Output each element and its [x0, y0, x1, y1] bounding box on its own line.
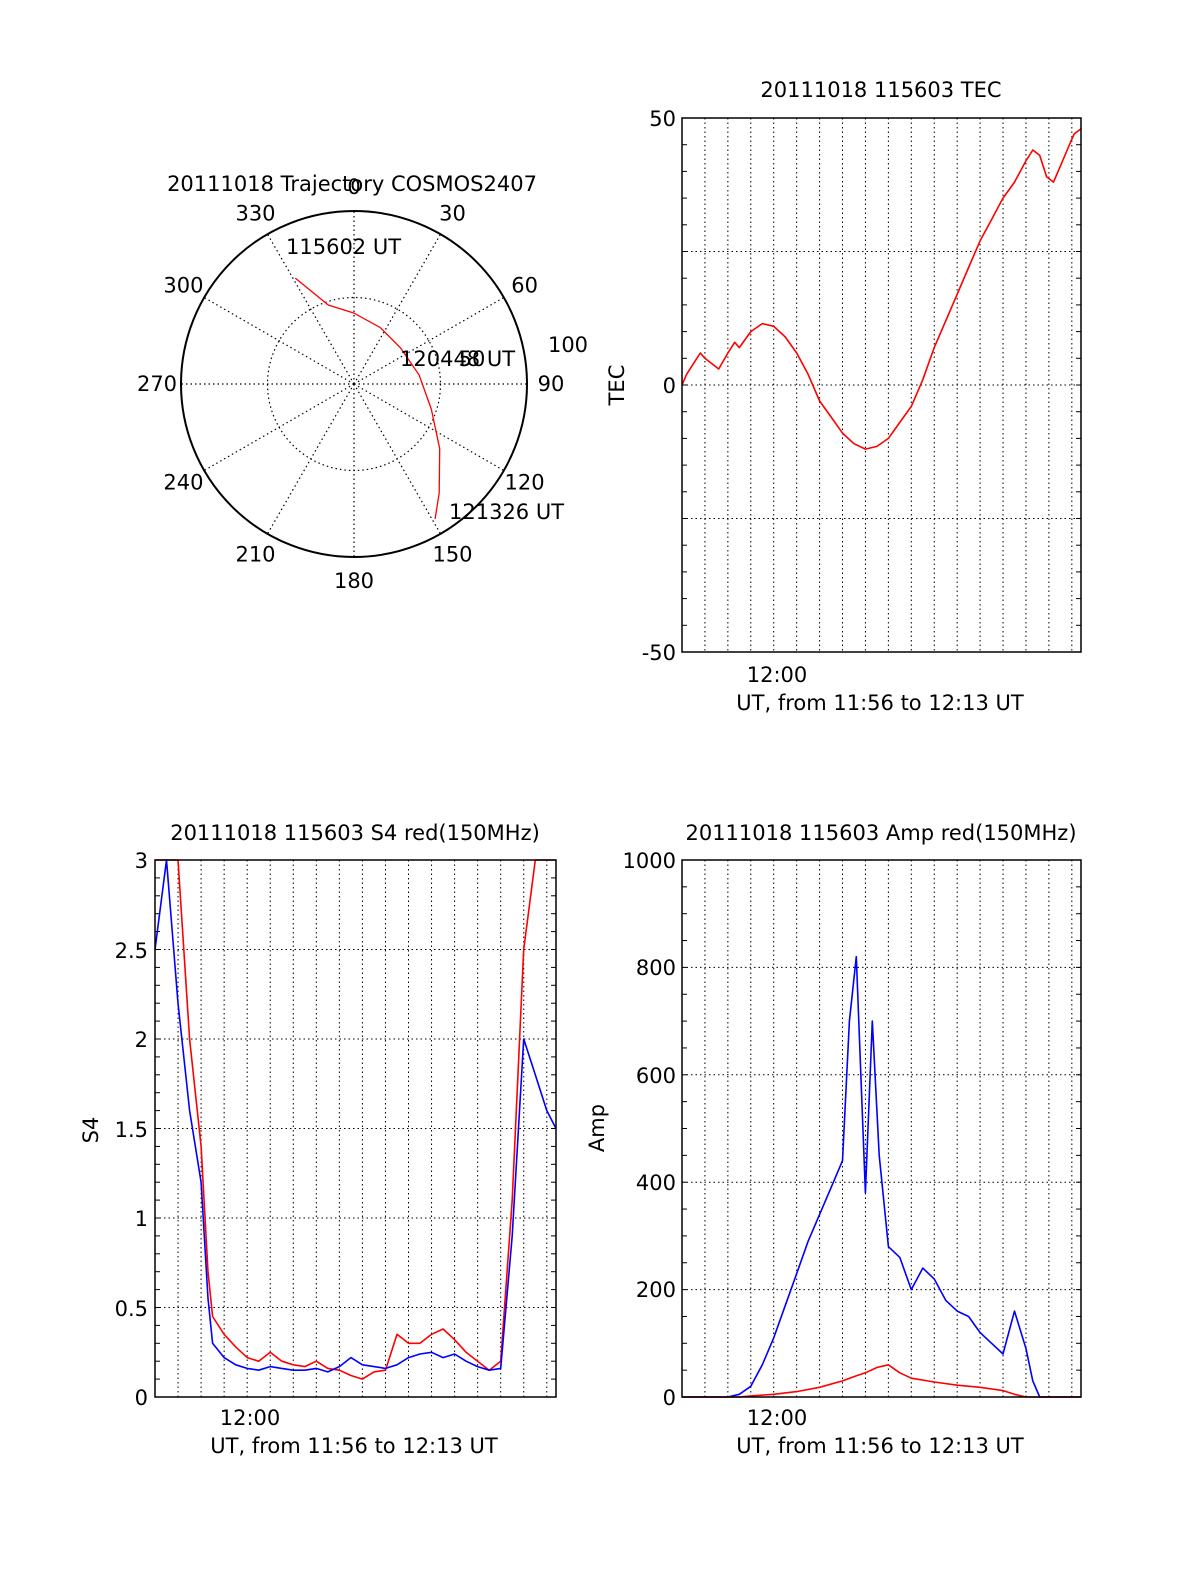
- amp-x-axis-label: UT, from 11:56 to 12:13 UT: [736, 1434, 1024, 1458]
- amp-chart-title: 20111018 115603 Amp red(150MHz): [685, 821, 1076, 845]
- polar-angle-label: 150: [432, 543, 472, 567]
- polar-angle-label: 30: [439, 201, 466, 225]
- s4-y-tick-0: 0: [135, 1386, 148, 1410]
- s4-x-tick-label: 12:00: [220, 1406, 281, 1430]
- tec-y-tick-minus-50: -50: [642, 641, 676, 665]
- s4-series-line: [154, 859, 557, 1373]
- amp-series-line: [682, 955, 1081, 1398]
- amp-y-tick-600: 600: [636, 1064, 676, 1088]
- s4-y-tick-2-5: 2.5: [115, 939, 148, 963]
- amp-y-tick-200: 200: [636, 1278, 676, 1302]
- polar-angle-label: 180: [334, 569, 374, 593]
- polar-radial-label-50: 50: [459, 347, 486, 371]
- polar-annotation-start: 115602 UT: [286, 235, 401, 259]
- polar-angle-label: 300: [163, 274, 203, 298]
- amp-chart: 20111018 115603 Amp red(150MHz) Amp UT, …: [585, 821, 1082, 1458]
- amp-x-tick-label: 12:00: [747, 1406, 808, 1430]
- tec-chart-title: 20111018 115603 TEC: [760, 78, 1001, 102]
- polar-annotation-end: 121326 UT: [449, 500, 564, 524]
- polar-angle-label: 210: [235, 543, 275, 567]
- tec-chart: 20111018 115603 TEC TEC UT, from 11:56 t…: [605, 78, 1082, 715]
- amp-y-tick-800: 800: [636, 956, 676, 980]
- s4-y-tick-0-5: 0.5: [115, 1297, 148, 1321]
- polar-radial-label-100: 100: [548, 333, 588, 357]
- amp-plot-frame: [681, 859, 1082, 1398]
- s4-y-tick-3: 3: [135, 849, 148, 873]
- polar-angle-label: 240: [163, 471, 203, 495]
- s4-x-axis-label: UT, from 11:56 to 12:13 UT: [210, 1434, 498, 1458]
- polar-spoke: [266, 233, 355, 385]
- polar-spoke: [353, 383, 442, 535]
- polar-spoke: [353, 296, 505, 385]
- amp-y-tick-0: 0: [663, 1386, 676, 1410]
- polar-outer-circle: [180, 210, 528, 558]
- s4-y-tick-1-5: 1.5: [115, 1118, 148, 1142]
- amp-series-line: [682, 1364, 1081, 1398]
- amp-y-tick-1000: 1000: [623, 849, 676, 873]
- s4-y-tick-2: 2: [135, 1028, 148, 1052]
- polar-trajectory-chart: 20111018 Trajectory COSMOS2407 0 30 60 90 12…: [137, 172, 588, 593]
- tec-plot-frame: [681, 117, 1082, 653]
- polar-angle-label: 90: [538, 372, 565, 396]
- polar-spoke: [353, 383, 505, 472]
- tec-y-axis-label: TEC: [605, 365, 629, 407]
- s4-chart: 20111018 115603 S4 red(150MHz) S4 UT, fr…: [79, 821, 557, 1458]
- polar-annotation-mid: 120448 UT: [400, 347, 515, 371]
- polar-spoke: [203, 296, 355, 385]
- tec-x-tick-label: 12:00: [747, 663, 808, 687]
- amp-y-axis-label: Amp: [585, 1104, 609, 1152]
- tec-y-tick-50: 50: [649, 107, 676, 131]
- tec-y-tick-0: 0: [663, 374, 676, 398]
- s4-plot-frame: [154, 859, 557, 1398]
- tec-series-line: [681, 128, 1082, 450]
- polar-spoke: [266, 383, 355, 535]
- polar-angle-label: 330: [235, 201, 275, 225]
- polar-angle-labels: 0 30 60 90 120 150 180 210 240 270 300 330: [137, 175, 564, 593]
- polar-angle-label: 270: [137, 372, 177, 396]
- polar-angle-label: 60: [511, 274, 538, 298]
- polar-angle-label: 120: [505, 471, 545, 495]
- s4-y-tick-1: 1: [135, 1207, 148, 1231]
- polar-angle-label: 0: [347, 175, 360, 199]
- polar-trajectory-series: [294, 277, 441, 520]
- s4-series-line: [155, 859, 556, 1380]
- tec-x-axis-label: UT, from 11:56 to 12:13 UT: [736, 691, 1024, 715]
- polar-spoke: [353, 233, 442, 385]
- polar-chart-title: 20111018 Trajectory COSMOS2407: [167, 172, 537, 196]
- polar-spoke: [203, 383, 355, 472]
- polar-grid: [180, 210, 528, 558]
- amp-y-tick-400: 400: [636, 1171, 676, 1195]
- s4-chart-title: 20111018 115603 S4 red(150MHz): [170, 821, 540, 845]
- s4-y-axis-label: S4: [79, 1117, 103, 1144]
- polar-trajectory-line: [294, 277, 441, 520]
